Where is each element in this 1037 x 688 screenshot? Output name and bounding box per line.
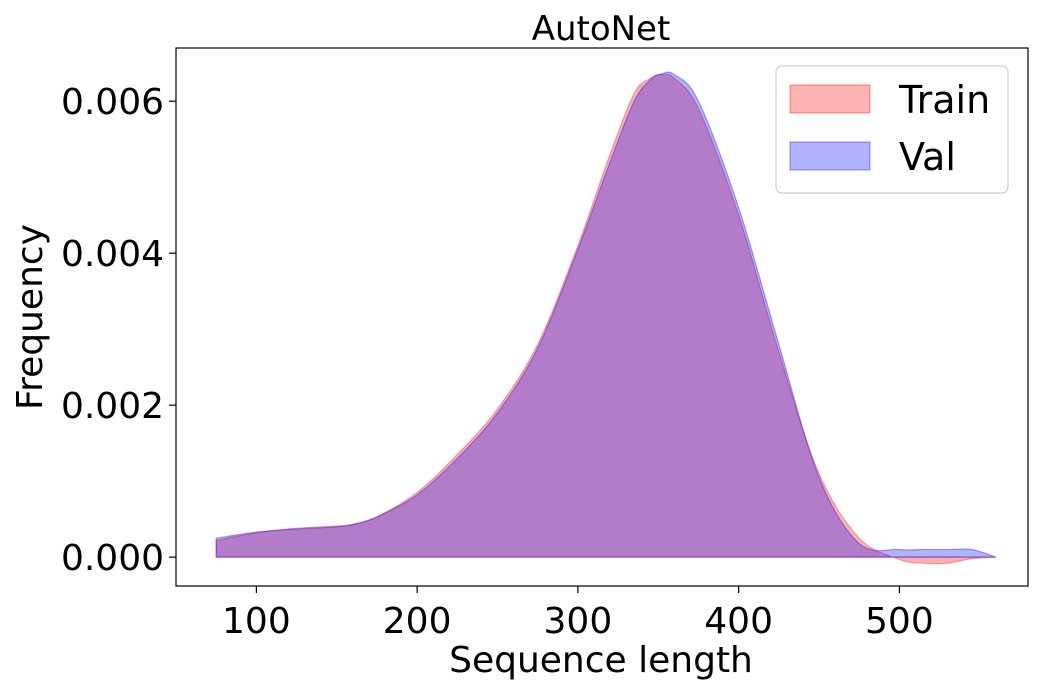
legend-label-train: Train: [898, 78, 990, 122]
x-tick-label: 400: [704, 601, 773, 642]
series-layer: [215, 71, 997, 565]
y-tick-label: 0.006: [61, 82, 164, 123]
y-axis: 0.000 0.002 0.004 0.006: [61, 82, 176, 579]
y-tick-label: 0.000: [61, 538, 164, 579]
x-tick-label: 500: [865, 601, 934, 642]
legend: Train Val: [775, 65, 1009, 194]
plot-frame: [175, 47, 1029, 587]
y-tick-label: 0.002: [61, 386, 164, 427]
area-series-val: [215, 71, 997, 558]
legend-swatch-train: [789, 84, 871, 114]
area-series-train: [215, 73, 996, 565]
x-axis-label: Sequence length: [449, 640, 753, 681]
legend-label-val: Val: [899, 135, 956, 179]
y-tick-label: 0.004: [61, 234, 164, 275]
x-tick-label: 300: [544, 601, 613, 642]
legend-frame: [775, 65, 1009, 194]
x-axis: 100 200 300 400 500: [222, 586, 934, 642]
y-axis-label: Frequency: [10, 224, 51, 410]
x-tick-label: 200: [383, 601, 452, 642]
x-tick-label: 100: [222, 601, 291, 642]
chart-title: AutoNet: [532, 9, 671, 49]
legend-swatch-val: [789, 141, 871, 171]
